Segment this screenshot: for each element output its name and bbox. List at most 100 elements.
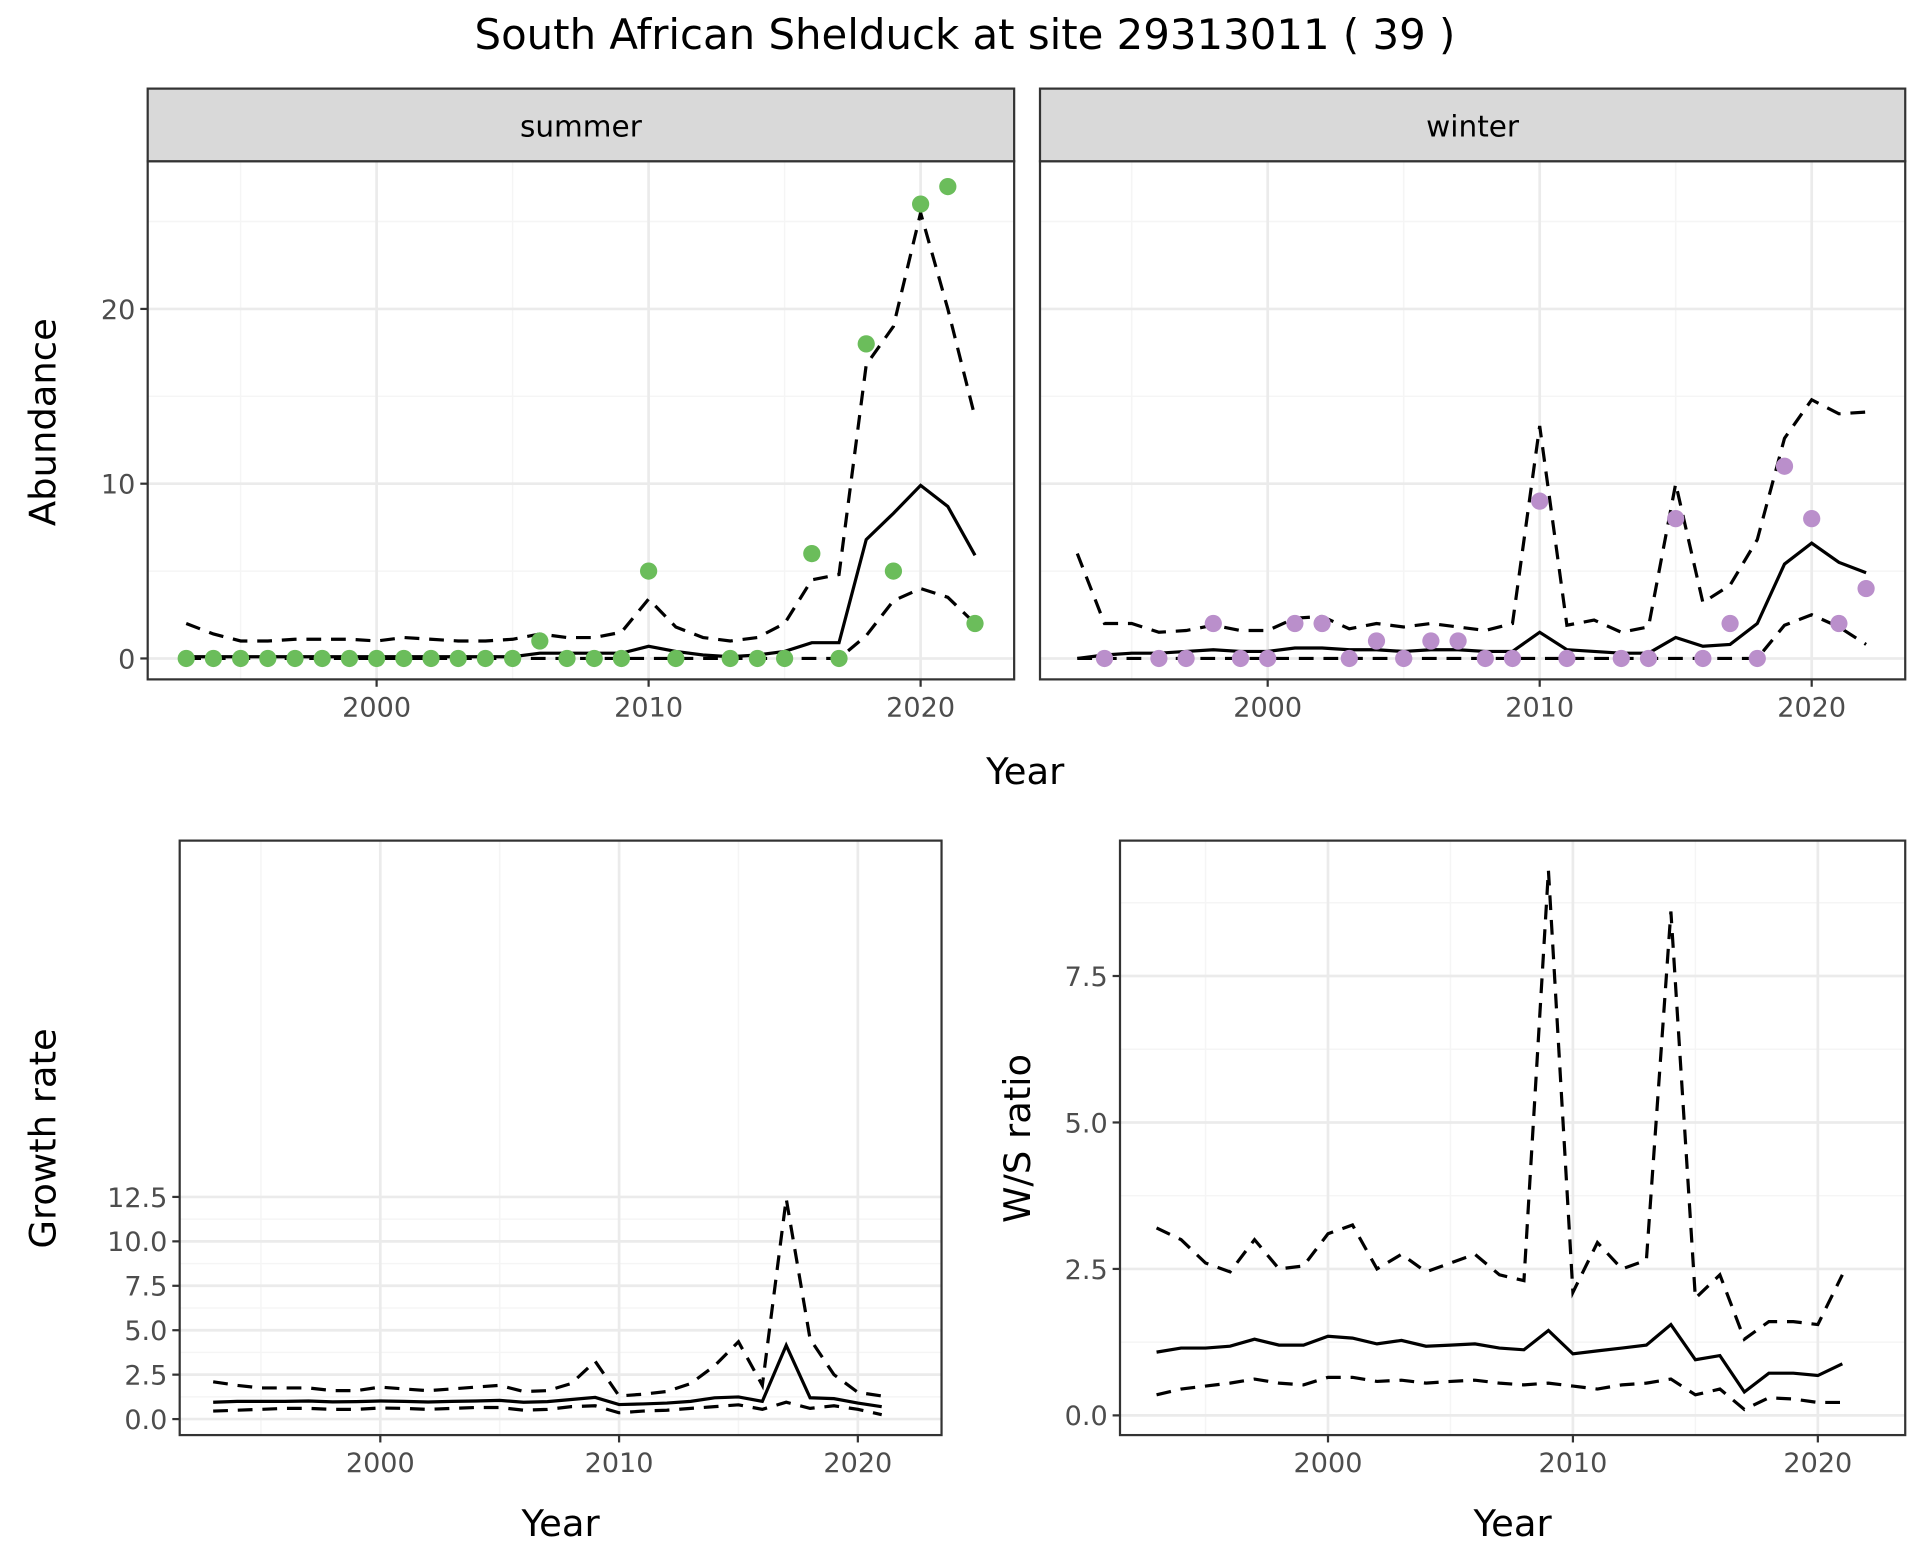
data-point bbox=[884, 562, 903, 580]
data-point bbox=[1803, 510, 1821, 528]
panel-border bbox=[146, 160, 1016, 681]
data-point bbox=[1095, 649, 1114, 668]
facet-strip-label: winter bbox=[1426, 110, 1520, 144]
x-tick-label: 2020 bbox=[886, 692, 955, 723]
data-point bbox=[1231, 649, 1250, 668]
data-point bbox=[1503, 649, 1522, 668]
lower-bound-line bbox=[213, 1400, 883, 1417]
data-point bbox=[476, 649, 495, 668]
data-point bbox=[1476, 649, 1494, 668]
y-axis-label: W/S ratio bbox=[996, 1054, 1039, 1223]
x-tick-label: 2020 bbox=[823, 1448, 892, 1479]
data-point bbox=[1694, 649, 1712, 668]
data-point bbox=[1150, 649, 1168, 668]
data-point bbox=[313, 649, 331, 668]
x-tick-label: 2010 bbox=[585, 1448, 654, 1479]
data-point bbox=[1667, 510, 1685, 528]
upper-bound-line bbox=[1155, 870, 1844, 1342]
upper-bound-line bbox=[212, 1198, 882, 1398]
y-tick-label: 0.0 bbox=[1065, 1401, 1108, 1432]
facet-strip bbox=[146, 87, 1016, 163]
x-tick-label: 2000 bbox=[1233, 692, 1302, 723]
y-tick-label: 5.0 bbox=[124, 1316, 167, 1347]
data-point bbox=[1449, 632, 1467, 650]
x-axis-label: Year bbox=[1473, 1502, 1553, 1545]
data-point bbox=[259, 649, 277, 668]
data-point bbox=[449, 649, 467, 668]
x-axis-label: Year bbox=[985, 750, 1065, 793]
x-tick-label: 2000 bbox=[346, 1448, 415, 1479]
lower-bound-line bbox=[1156, 1375, 1843, 1412]
chart-title: South African Shelduck at site 29313011 … bbox=[475, 10, 1456, 59]
data-point bbox=[1204, 614, 1222, 633]
data-point bbox=[1748, 649, 1766, 668]
data-point bbox=[585, 649, 603, 668]
y-tick-label: 2.5 bbox=[124, 1360, 167, 1391]
data-point bbox=[1367, 632, 1386, 650]
x-tick-label: 2010 bbox=[614, 692, 683, 723]
facet-strip-label: summer bbox=[520, 110, 643, 144]
mean-line bbox=[213, 1341, 882, 1409]
x-tick-label: 2020 bbox=[1777, 692, 1846, 723]
x-tick-label: 2000 bbox=[1294, 1448, 1363, 1479]
y-tick-label: 10 bbox=[101, 470, 135, 501]
y-tick-label: 10.0 bbox=[107, 1227, 167, 1258]
panel-ws: 2000 2010 2020 0.0 2.5 5.0 7.5 Year W/S ratio bbox=[996, 839, 1907, 1545]
data-point bbox=[830, 649, 848, 668]
y-axis-label: Growth rate bbox=[21, 1028, 64, 1248]
y-tick-label: 7.5 bbox=[124, 1272, 167, 1303]
facet-strip bbox=[1038, 87, 1907, 163]
y-tick-label: 20 bbox=[101, 295, 135, 326]
data-point bbox=[368, 649, 386, 668]
data-point bbox=[1531, 492, 1549, 510]
data-point bbox=[857, 335, 875, 353]
mean-line bbox=[1077, 541, 1867, 661]
data-point bbox=[1612, 649, 1630, 668]
lower-bound-line bbox=[186, 586, 977, 661]
data-point bbox=[558, 649, 576, 668]
y-tick-label: 2.5 bbox=[1065, 1255, 1108, 1286]
data-point bbox=[803, 544, 821, 563]
data-point bbox=[204, 649, 223, 668]
data-point bbox=[1558, 649, 1576, 668]
data-point bbox=[748, 649, 767, 668]
x-axis-label: Year bbox=[521, 1502, 601, 1545]
data-point bbox=[612, 649, 631, 668]
y-tick-label: 0 bbox=[118, 644, 135, 675]
data-point bbox=[1259, 649, 1277, 668]
data-point bbox=[1775, 457, 1794, 475]
data-point bbox=[1721, 614, 1739, 633]
data-point bbox=[232, 649, 250, 668]
panel-border bbox=[1118, 839, 1907, 1437]
data-point bbox=[286, 649, 304, 668]
y-tick-label: 12.5 bbox=[107, 1183, 167, 1214]
data-point bbox=[1395, 649, 1413, 668]
data-point bbox=[1830, 614, 1848, 633]
data-point bbox=[1177, 649, 1195, 668]
y-tick-label: 0.0 bbox=[124, 1405, 167, 1436]
upper-bound-line bbox=[185, 206, 977, 643]
data-point bbox=[1422, 632, 1440, 650]
data-point bbox=[340, 649, 359, 668]
panel-border bbox=[178, 839, 943, 1437]
data-point bbox=[531, 632, 549, 650]
panel-summer: summer 2000 2010 2020 0 10 20 Year Abundance bbox=[21, 87, 1065, 793]
y-tick-label: 7.5 bbox=[1065, 962, 1108, 993]
mean-line bbox=[1156, 1322, 1844, 1395]
data-point bbox=[1639, 649, 1658, 668]
x-tick-label: 2000 bbox=[342, 692, 411, 723]
data-point bbox=[939, 177, 957, 196]
data-point bbox=[721, 649, 739, 668]
data-point bbox=[177, 649, 195, 668]
panel-growth: 2000 2010 2020 0.0 2.5 5.0 7.5 10.0 12.5 Year Grow… bbox=[21, 839, 943, 1545]
data-point bbox=[422, 649, 440, 668]
y-axis-label: Abundance bbox=[21, 318, 64, 526]
data-point bbox=[395, 649, 413, 668]
x-tick-label: 2010 bbox=[1538, 1448, 1607, 1479]
data-point bbox=[912, 195, 930, 213]
data-point bbox=[640, 562, 658, 580]
data-point bbox=[1857, 579, 1875, 598]
panel-border bbox=[1038, 160, 1907, 681]
data-point bbox=[966, 614, 984, 633]
